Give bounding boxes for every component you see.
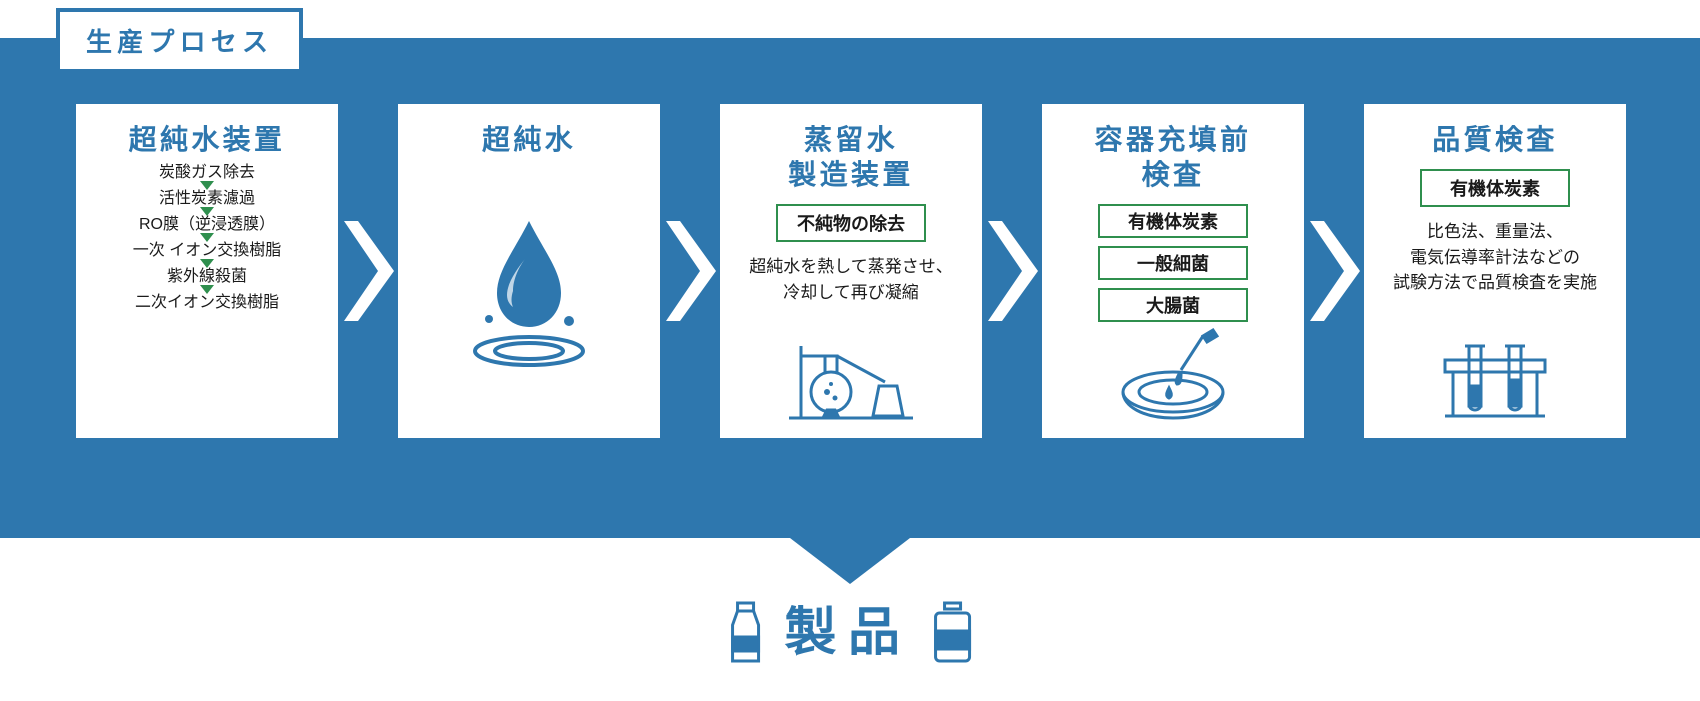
- process-card-2: 超純水: [398, 104, 660, 438]
- tag-pill: 不純物の除去: [776, 204, 926, 242]
- card-title: 超純水: [482, 122, 576, 157]
- test-tubes-icon: [1425, 296, 1565, 427]
- step-list: 炭酸ガス除去 活性炭素濾過 RO膜（逆浸透膜） 一次 イオン交換樹脂 紫外線殺菌…: [133, 165, 281, 311]
- product-label: 製品: [725, 590, 976, 665]
- process-card-4: 容器充填前検査 有機体炭素一般細菌大腸菌: [1042, 104, 1304, 438]
- step-item: 紫外線殺菌: [133, 269, 281, 285]
- card-title: 品質検査: [1432, 122, 1557, 157]
- card-title: 容器充填前検査: [1095, 122, 1252, 192]
- process-card-5: 品質検査 有機体炭素比色法、重量法、電気伝導率計法などの試験方法で品質検査を実施: [1364, 104, 1626, 438]
- step-item: 二次イオン交換樹脂: [133, 295, 281, 311]
- card-title: 蒸留水製造装置: [788, 122, 913, 192]
- step-item: 一次 イオン交換樹脂: [133, 243, 281, 259]
- distillation-icon: [781, 305, 921, 426]
- step-item: 炭酸ガス除去: [133, 165, 281, 181]
- tag-pill: 大腸菌: [1098, 288, 1248, 322]
- step-item: RO膜（逆浸透膜）: [133, 217, 281, 233]
- section-tag: 生産プロセス: [56, 8, 303, 73]
- process-card-3: 蒸留水製造装置 不純物の除去超純水を熱して蒸発させ、冷却して再び凝縮: [720, 104, 982, 438]
- product-text: 製品: [785, 590, 912, 665]
- card-title: 超純水装置: [129, 122, 286, 157]
- tag-pill: 一般細菌: [1098, 246, 1248, 280]
- card-description: 超純水を熱して蒸発させ、冷却して再び凝縮: [749, 254, 953, 305]
- process-card-1: 超純水装置 炭酸ガス除去 活性炭素濾過 RO膜（逆浸透膜） 一次 イオン交換樹脂…: [76, 104, 338, 438]
- bottle-icon-left: [725, 601, 767, 665]
- card-description: 比色法、重量法、電気伝導率計法などの試験方法で品質検査を実施: [1393, 219, 1597, 296]
- step-item: 活性炭素濾過: [133, 191, 281, 207]
- process-row: 超純水装置 炭酸ガス除去 活性炭素濾過 RO膜（逆浸透膜） 一次 イオン交換樹脂…: [76, 104, 1626, 438]
- diagram-stage: 生産プロセス 超純水装置 炭酸ガス除去 活性炭素濾過 RO膜（逆浸透膜） 一次 …: [0, 0, 1700, 701]
- tag-pill: 有機体炭素: [1420, 169, 1570, 207]
- water-drop-icon: [459, 165, 599, 426]
- petri-dish-icon: [1103, 326, 1243, 426]
- bottle-icon-right: [929, 601, 975, 665]
- tag-pill: 有機体炭素: [1098, 204, 1248, 238]
